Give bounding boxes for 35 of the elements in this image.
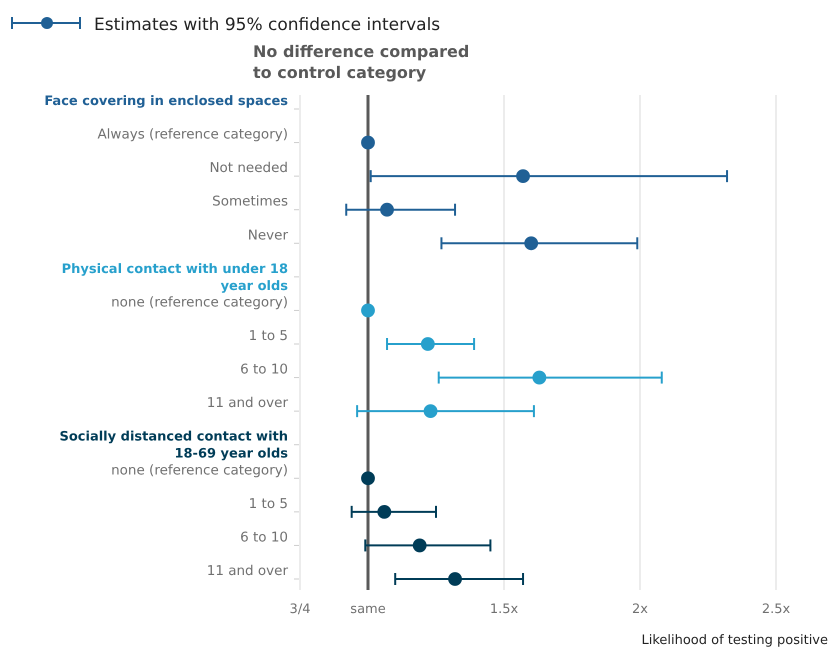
y-tick-label: Physical contact with under 18 year olds (62, 262, 288, 294)
point (516, 169, 530, 184)
point (361, 136, 375, 150)
y-tick-label: 11 and over (206, 563, 288, 579)
point (448, 572, 462, 586)
y-tick-label: Never (248, 227, 288, 244)
legend-title: Estimates with 95% confidence intervals (94, 15, 440, 35)
point (420, 337, 435, 351)
point (377, 504, 392, 519)
point (424, 404, 438, 418)
point (361, 471, 375, 486)
point (532, 370, 546, 384)
y-tick-label: 6 to 10 (240, 529, 288, 546)
ref-line-label: No difference compared to control category (253, 42, 470, 82)
y-tick-label: 6 to 10 (240, 362, 288, 378)
x-tick-label: 1.5x (490, 602, 518, 618)
x-tick-label: 2x (632, 602, 648, 618)
point (524, 236, 538, 250)
y-tick-label: Sometimes (212, 194, 288, 210)
y-tick-label: 1 to 5 (248, 496, 288, 512)
y-tick-label: Not needed (209, 160, 288, 176)
x-tick-label: same (350, 602, 386, 618)
y-tick-label: Always (reference category) (97, 126, 288, 143)
point (380, 202, 394, 217)
y-tick-label: Socially distanced contact with 18-69 year olds (60, 430, 288, 462)
y-tick-label: none (reference category) (111, 294, 288, 310)
point (412, 538, 427, 552)
x-axis-title: Likelihood of testing positive (641, 633, 828, 648)
y-tick-label: 11 and over (206, 395, 288, 412)
x-tick-label: 2.5x (762, 602, 790, 618)
y-tick-label: none (reference category) (111, 462, 288, 478)
x-tick-label: 3/4 (290, 602, 310, 618)
point (361, 304, 375, 318)
y-tick-label: 1 to 5 (248, 328, 288, 344)
y-tick-label: Face covering in enclosed spaces (44, 94, 288, 109)
